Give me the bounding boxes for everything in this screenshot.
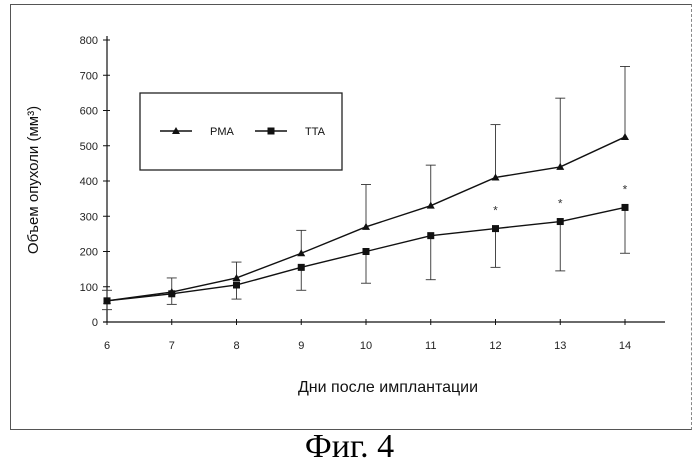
data-point	[621, 133, 629, 140]
data-point	[556, 163, 564, 170]
data-point	[427, 232, 434, 239]
chart: 010020030040050060070080067891011121314 …	[0, 0, 699, 430]
data-point	[233, 281, 240, 288]
data-point	[622, 204, 629, 211]
data-point	[557, 218, 564, 225]
y-tick-label: 700	[80, 70, 98, 82]
x-tick-label: 9	[298, 340, 304, 352]
legend-marker	[268, 128, 275, 135]
x-tick-label: 11	[425, 340, 436, 352]
x-tick-label: 6	[104, 340, 110, 352]
significance-mark: *	[623, 182, 628, 196]
y-tick-label: 100	[80, 282, 98, 294]
legend-label: PMA	[210, 126, 235, 138]
data-point	[168, 290, 175, 297]
data-point	[298, 264, 305, 271]
y-tick-label: 0	[92, 317, 98, 329]
y-axis-label: Объем опухоли (мм³)	[25, 106, 42, 254]
x-axis-label: Дни после имплантации	[298, 379, 478, 396]
data-point	[492, 225, 499, 232]
y-tick-label: 300	[80, 211, 98, 223]
figure-caption: Фиг. 4	[0, 428, 699, 466]
y-tick-label: 500	[80, 141, 98, 153]
y-tick-label: 600	[80, 106, 98, 118]
significance-mark: *	[493, 204, 498, 218]
x-tick-label: 12	[489, 340, 501, 352]
x-tick-label: 10	[360, 340, 372, 352]
data-point	[104, 297, 111, 304]
x-tick-label: 13	[554, 340, 566, 352]
legend-label: TTA	[305, 126, 326, 138]
y-tick-label: 200	[80, 247, 98, 259]
y-tick-label: 400	[80, 176, 98, 188]
x-tick-label: 14	[619, 340, 631, 352]
legend: PMA TTA	[140, 93, 342, 170]
x-tick-label: 7	[169, 340, 175, 352]
data-point	[363, 248, 370, 255]
significance-mark: *	[558, 197, 563, 211]
x-tick-label: 8	[233, 340, 239, 352]
y-tick-label: 800	[80, 35, 98, 47]
